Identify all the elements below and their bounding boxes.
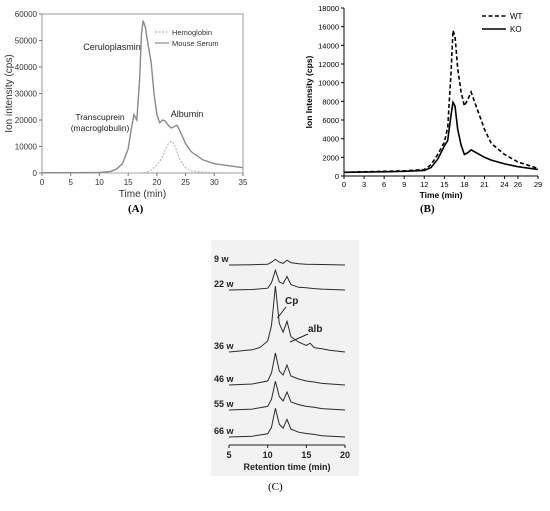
- trace-line: [228, 352, 346, 386]
- x-tick-label: 20: [340, 450, 350, 460]
- y-axis-label: Ion Intensity (cps): [304, 55, 314, 128]
- y-tick-label: 10000: [15, 143, 38, 152]
- y-tick-label: 0: [335, 172, 339, 181]
- trace-line: [228, 268, 346, 291]
- x-tick-label: 9: [402, 180, 406, 189]
- y-tick-label: 4000: [322, 135, 339, 144]
- x-tick-label: 15: [124, 178, 133, 187]
- x-tick-label: 15: [301, 450, 311, 460]
- y-tick-label: 20000: [15, 116, 38, 125]
- chart-c: 9 w 22 w 36 w 46 w 55 w 66 w 5 10 15 20 Retention …: [214, 254, 350, 472]
- x-tick-label: 26: [514, 180, 522, 189]
- annotation-macroglobulin: (macroglobulin): [71, 123, 130, 133]
- y-tick-label: 12000: [318, 60, 339, 69]
- trace-label: 46 w: [214, 374, 235, 384]
- x-axis-label: Time (min): [119, 189, 166, 200]
- x-axis-label: Retention time (min): [244, 462, 331, 472]
- annotation-alb-arrow: [289, 333, 309, 343]
- y-tick-label: 60000: [15, 10, 38, 19]
- legend-label: WT: [510, 12, 523, 21]
- y-tick-label: 10000: [318, 79, 339, 88]
- annotation-ceruloplasmin: Ceruloplasmin: [83, 42, 141, 52]
- trace-label: 22 w: [214, 279, 235, 289]
- series-line-hemoglobin: [42, 140, 244, 174]
- x-tick-label: 29: [534, 180, 542, 189]
- annotation-cp-arrow: [277, 306, 287, 319]
- annotation-alb: alb: [308, 324, 322, 335]
- x-tick-label: 0: [342, 180, 346, 189]
- annotation-cp: Cp: [285, 296, 298, 307]
- annotation-transcuprein: Transcuprein: [75, 112, 125, 122]
- x-tick-label: 10: [263, 450, 273, 460]
- y-axis-label: Ion intensity (cps): [4, 54, 15, 132]
- x-tick-label: 20: [152, 178, 161, 187]
- y-tick-label: 30000: [15, 90, 38, 99]
- trace-line: [228, 408, 346, 438]
- y-tick-label: 50000: [15, 37, 38, 46]
- trace-line: [228, 285, 346, 353]
- x-tick-label: 18: [460, 180, 468, 189]
- y-tick-label: 18000: [318, 4, 339, 13]
- x-tick-label: 25: [181, 178, 190, 187]
- legend-label: Hemoglobin: [172, 28, 212, 37]
- y-tick-label: 14000: [318, 41, 339, 50]
- x-tick-label: 35: [239, 178, 248, 187]
- y-tick-label: 2000: [322, 153, 339, 162]
- trace-label: 36 w: [214, 341, 235, 351]
- trace-line: [228, 381, 346, 411]
- legend-label: KO: [510, 25, 522, 34]
- series-line-mouse-serum: [42, 20, 244, 174]
- x-tick-label: 6: [382, 180, 386, 189]
- x-tick-label: 24: [500, 180, 508, 189]
- chart-c-frame: 9 w 22 w 36 w 46 w 55 w 66 w 5 10 15 20 Retention …: [211, 240, 359, 476]
- chart-a: 0 10000 20000 30000 40000 50000 60000 0 5 10 15 20 2…: [4, 10, 248, 200]
- plot-frame: [41, 13, 244, 174]
- series-line-ko: [343, 99, 539, 174]
- panel-label-c: (C): [268, 481, 283, 493]
- x-tick-label: 30: [210, 178, 219, 187]
- y-tick-label: 40000: [15, 63, 38, 72]
- legend-label: Mouse Serum: [172, 39, 219, 48]
- x-tick-label: 21: [480, 180, 488, 189]
- panel-label-b: (B): [420, 203, 435, 215]
- x-tick-label: 3: [362, 180, 366, 189]
- x-tick-label: 15: [440, 180, 448, 189]
- y-tick-label: 0: [33, 169, 38, 178]
- y-tick-label: 6000: [322, 116, 339, 125]
- x-tick-label: 10: [95, 178, 104, 187]
- trace-label: 9 w: [214, 254, 230, 264]
- x-axis-label: Time (min): [420, 190, 463, 200]
- x-tick-label: 5: [68, 178, 73, 187]
- chart-b: 0200040006000800010000120001400016000180…: [304, 4, 542, 200]
- trace-label: 55 w: [214, 399, 235, 409]
- x-tick-label: 0: [40, 178, 45, 187]
- y-tick-label: 16000: [318, 23, 339, 32]
- trace-line: [228, 258, 346, 266]
- x-tick-label: 5: [226, 450, 231, 460]
- x-tick-label: 12: [420, 180, 428, 189]
- annotation-albumin: Albumin: [171, 109, 204, 119]
- y-tick-label: 8000: [322, 97, 339, 106]
- panel-label-a: (A): [128, 203, 144, 215]
- trace-label: 66 w: [214, 426, 235, 436]
